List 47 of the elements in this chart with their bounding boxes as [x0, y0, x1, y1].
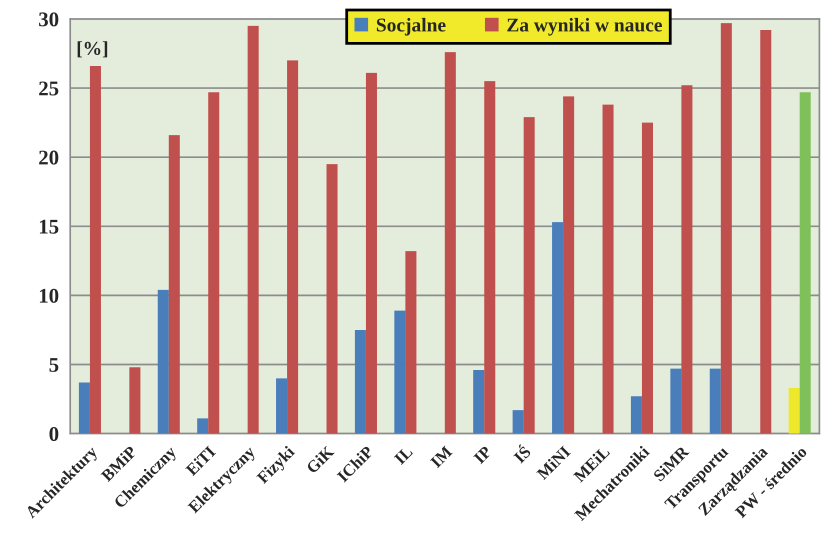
bar [642, 122, 653, 434]
bar [760, 30, 772, 434]
bar [720, 23, 732, 434]
y-tick-label: 5 [50, 358, 58, 372]
bar [78, 382, 90, 434]
bar [630, 396, 642, 434]
bar [444, 52, 456, 434]
bar [681, 85, 692, 434]
bar [602, 104, 614, 434]
bar [552, 222, 564, 434]
bar [670, 368, 682, 434]
bar [90, 66, 101, 434]
y-tick-label: 20 [39, 150, 58, 165]
y-tick-label: 0 [49, 426, 58, 442]
bar [129, 367, 140, 434]
x-tick-label: GiK [305, 444, 335, 474]
y-tick-label: 30 [39, 12, 58, 26]
bar [208, 92, 220, 434]
bar [800, 92, 811, 434]
x-tick-label: IP [473, 446, 492, 464]
bar [287, 60, 298, 434]
legend-label: Socjalne [376, 18, 446, 36]
bar [473, 370, 484, 434]
bar [394, 310, 406, 434]
x-tick-label: IM [430, 446, 453, 468]
y-tick-label: 25 [39, 82, 58, 96]
y-tick-label: 15 [40, 220, 58, 234]
x-tick-label: IL [394, 446, 414, 465]
bar [484, 81, 496, 434]
bar [512, 410, 524, 434]
bar [158, 290, 169, 434]
bar [354, 330, 366, 434]
bar [326, 164, 338, 434]
bar [524, 117, 535, 434]
bar [366, 72, 377, 434]
y-axis-title: [%] [78, 41, 108, 58]
bar [788, 388, 800, 434]
bar [563, 96, 574, 434]
y-tick-label: 10 [40, 288, 58, 303]
bar [248, 26, 259, 434]
bar [710, 368, 721, 434]
bar [197, 418, 208, 434]
x-tick-label: IŚ [511, 443, 532, 464]
bar [405, 251, 416, 434]
bar [276, 378, 288, 434]
legend-label: Za wyniki w nauce [507, 18, 662, 36]
bar [168, 135, 180, 434]
